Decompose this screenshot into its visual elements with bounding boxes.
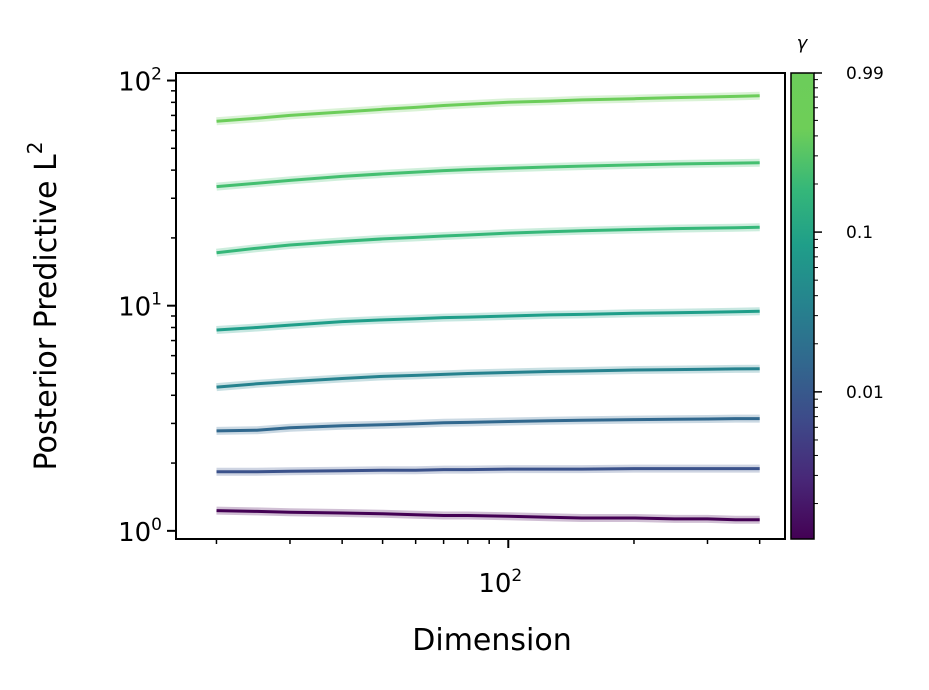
colorbar-tick-label-0: 0.99 xyxy=(846,64,884,84)
y-tick-label-2: 102 xyxy=(118,65,162,98)
y-tick-label-0: 100 xyxy=(118,515,162,548)
y-tick-label-1: 101 xyxy=(118,290,162,323)
y-axis-label: Posterior Predictive L2 xyxy=(23,142,64,471)
series-line-1 xyxy=(216,467,760,474)
colorbar-tick-label-2: 0.01 xyxy=(846,383,884,403)
series-line-3 xyxy=(216,367,760,389)
series-band-6 xyxy=(216,158,760,191)
series-band-7 xyxy=(216,91,760,126)
x-tick-label: 102 xyxy=(478,566,522,599)
series-line-5 xyxy=(216,225,760,255)
series-line-4 xyxy=(216,309,760,332)
axes-layer: 100 101 102 102 xyxy=(118,65,761,599)
series-band-5 xyxy=(216,223,760,257)
series-band-3 xyxy=(216,364,760,392)
colorbar-ticks: 0.99 0.1 0.01 xyxy=(814,64,884,505)
series-line-7 xyxy=(216,94,760,123)
colorbar xyxy=(790,72,815,540)
y-axis-label-main: Posterior Predictive L xyxy=(29,154,64,471)
colorbar-title: γ xyxy=(797,33,809,54)
series-line-6 xyxy=(216,161,760,189)
series-line-2 xyxy=(216,417,760,433)
series-layer xyxy=(216,91,760,524)
y-axis-label-superscript: 2 xyxy=(23,142,47,155)
x-axis-label: Dimension xyxy=(412,623,571,658)
series-line-0 xyxy=(216,509,760,522)
colorbar-tick-label-1: 0.1 xyxy=(846,223,873,243)
